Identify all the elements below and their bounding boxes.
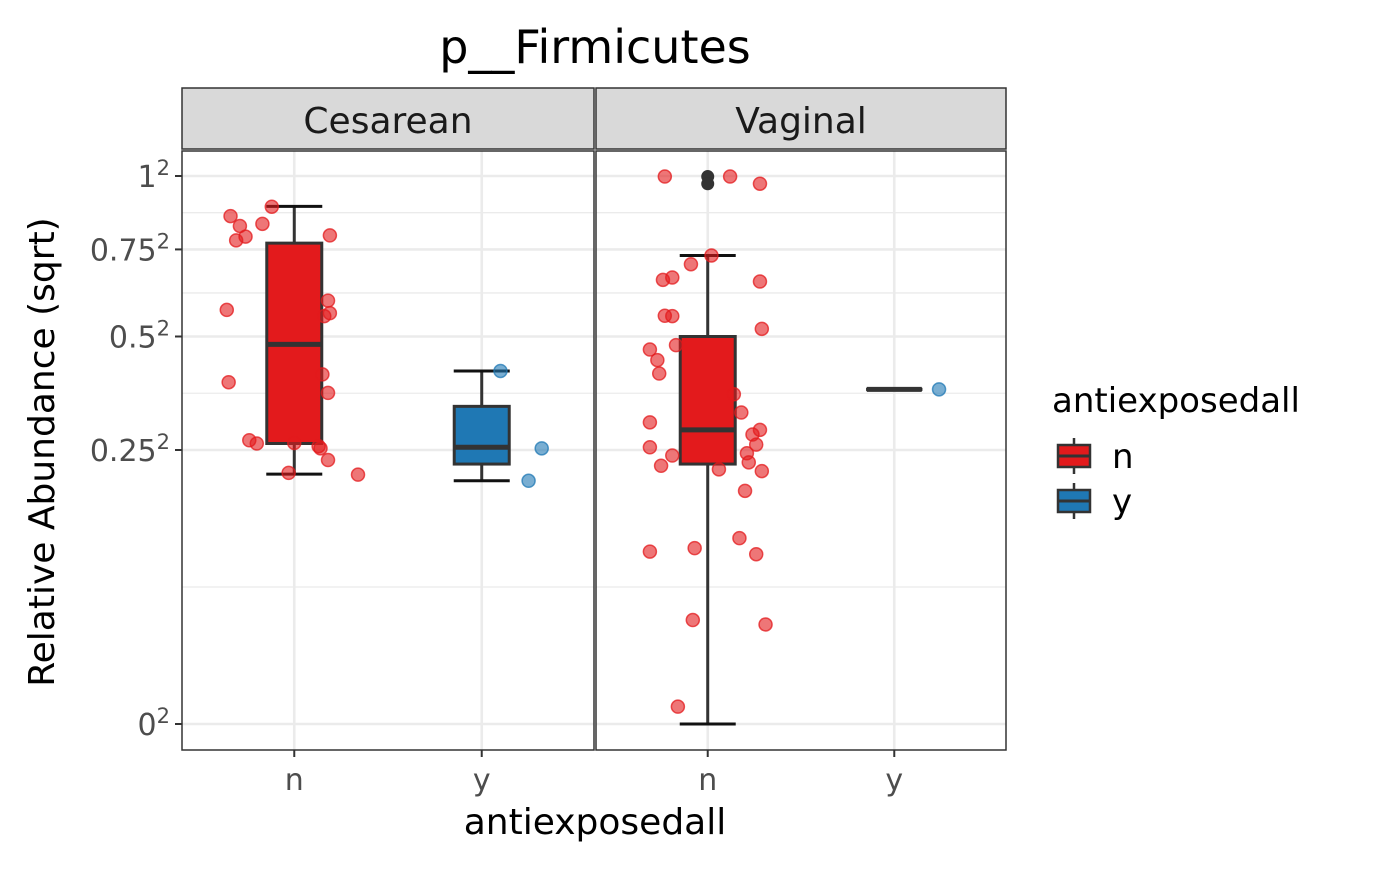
data-point-n [320,385,336,401]
x-tick-label: n [285,763,304,798]
x-tick-label: y [885,763,903,798]
data-point-n [642,415,658,430]
data-point-n [313,441,328,456]
data-point-n [711,462,727,477]
outlier-point [701,177,715,191]
data-point-n [228,233,244,248]
facet-strip [181,87,595,150]
facet-strip [595,87,1007,150]
y-tick-label: 02 [138,704,170,743]
x-tick-label: y [473,763,491,798]
box-n [678,170,737,726]
data-point-n [221,374,236,390]
data-point-n [754,321,770,337]
data-point-n [758,617,773,632]
facet-panel-vaginal: Vaginal n y [595,87,1007,798]
data-point-n [223,208,238,224]
data-point-n [315,367,330,382]
x-axis-label: antiexposedall [464,802,727,843]
data-point-n [734,405,749,420]
legend-item-y: y [1056,482,1132,522]
facet-panel-cesarean: Cesarean n y [181,87,595,798]
data-point-n [281,465,296,481]
data-point-n [249,436,265,451]
y-tick-label: 12 [138,156,170,195]
data-point-n [287,435,302,451]
data-point-n [687,540,702,556]
y-tick-label: 0.252 [90,430,170,469]
data-point-y [534,441,549,456]
legend-title: antiexposedall [1052,381,1300,421]
box-body [452,404,511,466]
data-point-n [255,216,270,232]
data-point-y [493,363,508,379]
data-point-n [350,467,366,482]
data-point-n [317,308,332,324]
facet-strip-label: Cesarean [303,101,472,142]
data-point-n [726,387,742,402]
data-point-n [219,302,235,318]
data-point-n [320,293,336,308]
data-point-n [752,176,768,191]
data-point-n [685,612,701,628]
data-point-n [642,544,658,559]
data-point-n [670,699,686,714]
data-point-n [657,169,673,184]
x-tick-label: n [698,763,717,798]
data-point-y [931,382,947,397]
data-point-n [737,483,753,499]
data-point-n [642,342,658,357]
data-point-n [722,169,738,184]
y-axis-label: Relative Abundance (sqrt) [22,217,63,686]
data-point-n [653,458,669,474]
data-point-n [642,440,658,455]
data-point-n [665,448,680,463]
data-point-n [704,248,719,263]
legend-label: y [1112,482,1132,522]
chart-title: p__Firmicutes [439,20,751,74]
data-point-n [650,352,665,368]
data-point-y [521,473,536,489]
data-point-n [754,463,770,479]
box-body [678,335,737,466]
data-point-n [741,455,757,470]
panel-border [595,150,1007,751]
data-point-n [320,452,336,468]
box-n [265,204,324,476]
data-point-n [322,228,338,243]
data-point-n [665,308,680,324]
legend-item-n: n [1056,437,1134,477]
data-point-n [752,274,768,289]
data-point-n [748,437,764,452]
data-point-n [748,546,764,562]
legend-label: n [1112,437,1134,477]
data-point-n [655,272,671,288]
data-point-n [732,530,747,546]
data-point-n [264,199,280,214]
data-point-n [651,366,667,381]
data-point-n [683,256,699,272]
facet-strip-label: Vaginal [735,101,867,142]
y-tick-label: 0.52 [109,317,170,356]
data-point-n [668,337,684,353]
y-tick-label: 0.752 [90,229,170,268]
